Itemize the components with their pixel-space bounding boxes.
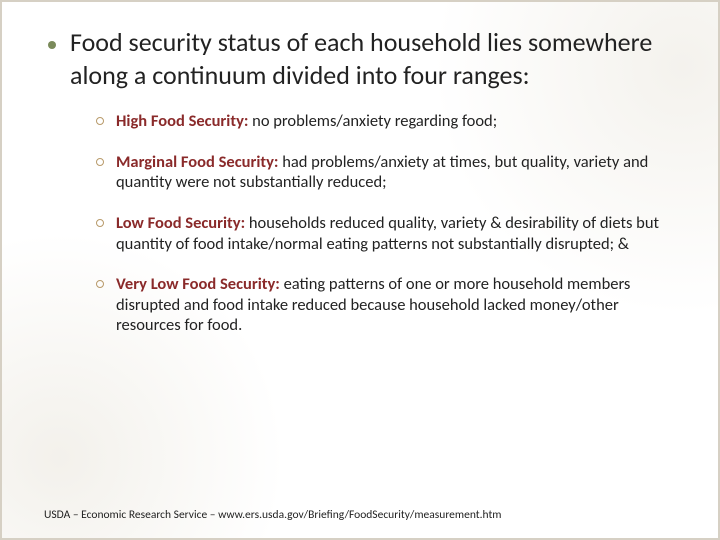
bullet-disc-icon (48, 41, 56, 49)
list-item: Very Low Food Security: eating patterns … (96, 274, 678, 336)
bullet-ring-icon (96, 219, 104, 227)
footer-citation: USDA – Economic Research Service – www.e… (44, 508, 501, 522)
term-label: High Food Security: (116, 111, 248, 131)
bullet-ring-icon (96, 117, 104, 125)
list-item: High Food Security: no problems/anxiety … (96, 111, 678, 132)
main-bullet: Food security status of each household l… (42, 26, 678, 91)
sub-list: High Food Security: no problems/anxiety … (42, 111, 678, 336)
term-label: Low Food Security: (116, 213, 245, 233)
term-label: Marginal Food Security: (116, 152, 278, 172)
list-item: Low Food Security: households reduced qu… (96, 213, 678, 254)
sub-text: Very Low Food Security: eating patterns … (116, 274, 678, 336)
bullet-ring-icon (96, 280, 104, 288)
term-desc: no problems/anxiety regarding food; (248, 111, 497, 131)
term-label: Very Low Food Security: (116, 274, 280, 294)
sub-text: High Food Security: no problems/anxiety … (116, 111, 497, 132)
slide-container: Food security status of each household l… (0, 0, 720, 540)
sub-text: Marginal Food Security: had problems/anx… (116, 152, 678, 193)
bullet-ring-icon (96, 158, 104, 166)
main-text: Food security status of each household l… (70, 26, 678, 91)
list-item: Marginal Food Security: had problems/anx… (96, 152, 678, 193)
sub-text: Low Food Security: households reduced qu… (116, 213, 678, 254)
